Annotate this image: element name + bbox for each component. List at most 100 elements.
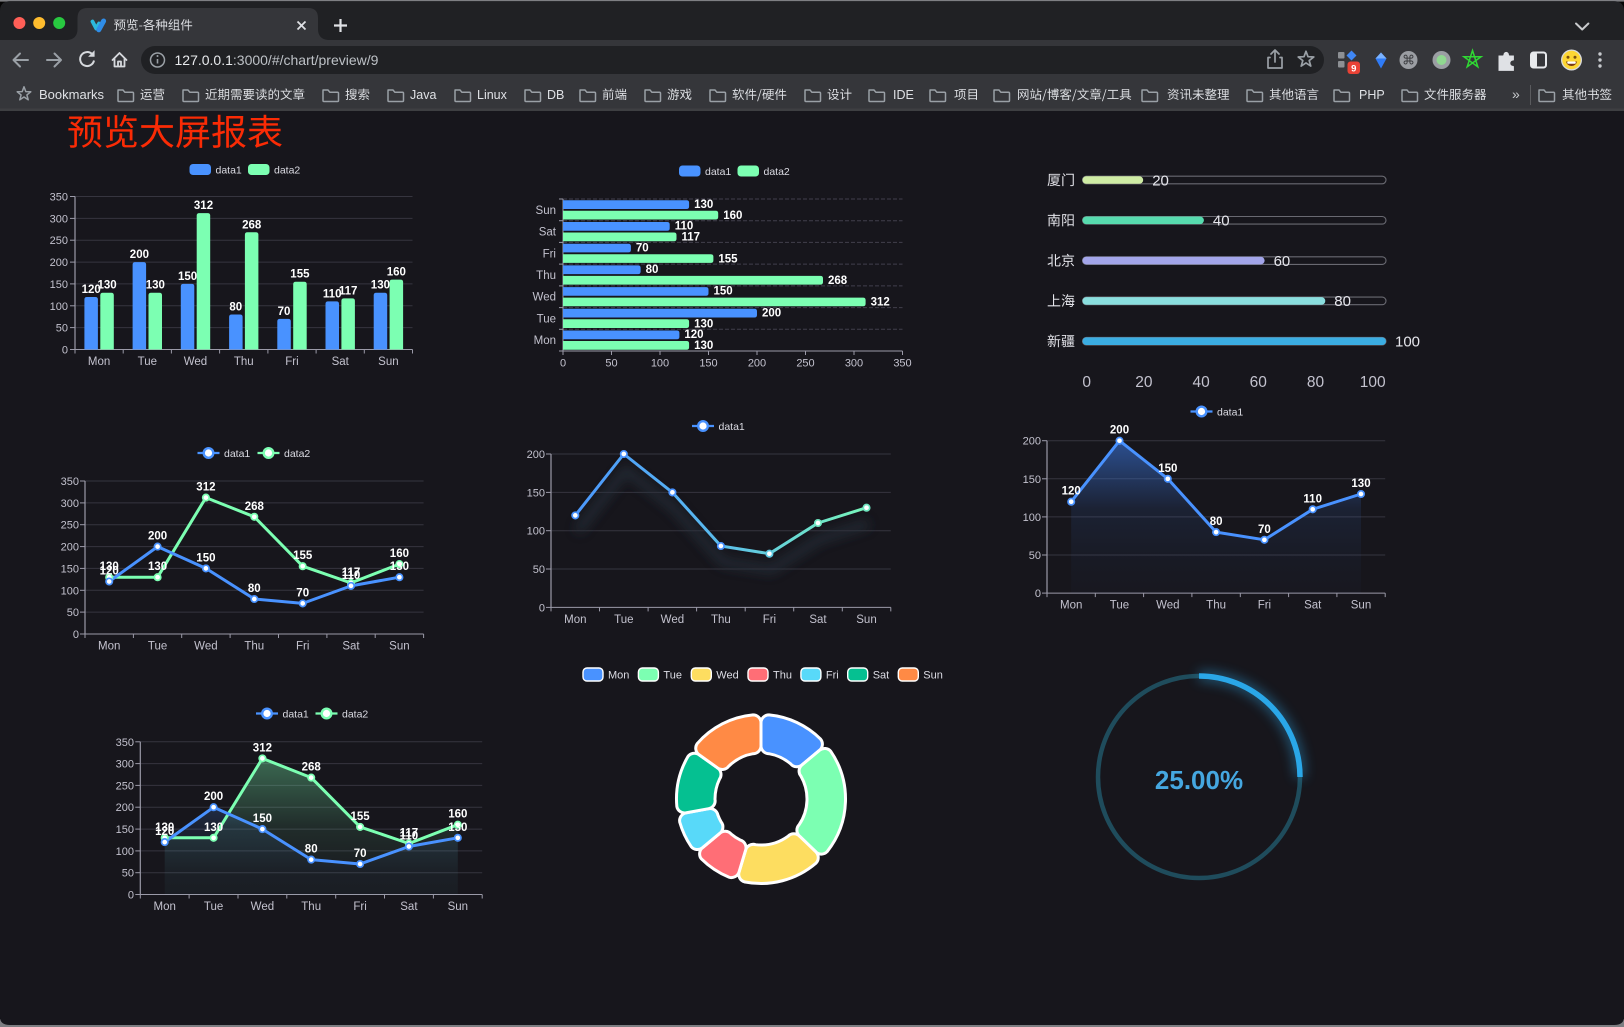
svg-text:Sun: Sun	[378, 356, 398, 368]
svg-text:150: 150	[178, 271, 197, 283]
svg-text:130: 130	[694, 340, 713, 352]
svg-text:70: 70	[278, 306, 291, 318]
svg-text:130: 130	[1351, 478, 1370, 490]
svg-text:Fri: Fri	[285, 356, 298, 368]
svg-text:Sun: Sun	[448, 901, 468, 913]
svg-text:250: 250	[796, 358, 814, 370]
svg-text:70: 70	[354, 848, 367, 860]
svg-text:160: 160	[723, 210, 742, 222]
svg-text:Wed: Wed	[194, 641, 217, 653]
svg-text:40: 40	[1192, 374, 1210, 391]
svg-text:117: 117	[400, 828, 419, 840]
svg-text:Thu: Thu	[301, 901, 321, 913]
svg-text:40: 40	[1213, 213, 1230, 230]
svg-text:100: 100	[1360, 374, 1386, 391]
svg-text:Sun: Sun	[856, 614, 876, 626]
svg-text:data1: data1	[283, 708, 309, 720]
svg-text:Fri: Fri	[296, 641, 309, 653]
svg-text:117: 117	[682, 232, 701, 244]
svg-text:130: 130	[100, 561, 119, 573]
svg-text:150: 150	[699, 358, 717, 370]
svg-text:100: 100	[1023, 512, 1041, 524]
svg-text:Wed: Wed	[716, 670, 738, 682]
svg-text:DB: DB	[547, 88, 564, 102]
svg-text:80: 80	[1307, 374, 1325, 391]
svg-text:150: 150	[116, 824, 134, 836]
svg-text:0: 0	[73, 629, 79, 641]
svg-text:Sat: Sat	[1304, 600, 1322, 612]
svg-text:117: 117	[339, 285, 358, 297]
svg-text:100: 100	[527, 526, 545, 538]
svg-text:350: 350	[116, 737, 134, 749]
svg-text:350: 350	[893, 358, 911, 370]
svg-text:data2: data2	[284, 448, 310, 460]
svg-text:Wed: Wed	[184, 356, 207, 368]
svg-text:110: 110	[1303, 493, 1322, 505]
svg-text:200: 200	[1023, 436, 1041, 448]
svg-text:200: 200	[130, 249, 149, 261]
svg-text:Thu: Thu	[773, 670, 792, 682]
svg-text:Mon: Mon	[534, 335, 556, 347]
svg-text:Sun: Sun	[389, 641, 409, 653]
svg-text:Sat: Sat	[332, 356, 350, 368]
svg-text:300: 300	[845, 358, 863, 370]
svg-text:150: 150	[196, 552, 215, 564]
svg-text:130: 130	[694, 199, 713, 211]
svg-text:Sat: Sat	[539, 227, 557, 239]
svg-text:200: 200	[204, 791, 223, 803]
svg-text:data1: data1	[224, 448, 250, 460]
svg-text:»: »	[1512, 86, 1520, 102]
svg-text:312: 312	[194, 200, 213, 212]
svg-text:155: 155	[293, 550, 313, 562]
svg-text:Sat: Sat	[342, 641, 360, 653]
svg-text:50: 50	[605, 358, 617, 370]
svg-text:150: 150	[1023, 474, 1041, 486]
svg-text:Thu: Thu	[711, 614, 731, 626]
svg-text:200: 200	[762, 307, 781, 319]
svg-text:data1: data1	[1217, 406, 1243, 418]
svg-text:268: 268	[302, 762, 322, 774]
svg-text:150: 150	[1158, 463, 1177, 475]
svg-text:130: 130	[148, 561, 167, 573]
svg-text:150: 150	[253, 813, 272, 825]
svg-text:Wed: Wed	[1156, 600, 1179, 612]
svg-text:150: 150	[50, 279, 68, 291]
svg-text:350: 350	[50, 192, 68, 204]
svg-text:268: 268	[828, 275, 848, 287]
svg-text::3000/#/chart/preview/9: :3000/#/chart/preview/9	[233, 52, 379, 68]
svg-text:0: 0	[128, 890, 134, 902]
svg-text:312: 312	[253, 742, 272, 754]
svg-text:⌘: ⌘	[1402, 53, 1415, 68]
svg-text:Sat: Sat	[400, 901, 418, 913]
svg-text:127.0.0.1: 127.0.0.1	[175, 52, 234, 68]
svg-text:Wed: Wed	[533, 292, 556, 304]
svg-text:130: 130	[694, 318, 713, 330]
svg-text:160: 160	[387, 267, 406, 279]
svg-text:200: 200	[116, 802, 134, 814]
svg-text:Thu: Thu	[244, 641, 264, 653]
svg-text:100: 100	[50, 301, 68, 313]
svg-text:130: 130	[390, 561, 409, 573]
svg-text:300: 300	[50, 213, 68, 225]
svg-text:IDE: IDE	[893, 88, 914, 102]
svg-text:130: 130	[146, 280, 165, 292]
svg-text:130: 130	[98, 280, 117, 292]
svg-text:Mon: Mon	[154, 901, 176, 913]
svg-text:data1: data1	[216, 164, 242, 176]
svg-text:Tue: Tue	[148, 641, 167, 653]
svg-text:25.00%: 25.00%	[1155, 765, 1243, 795]
svg-text:data2: data2	[274, 164, 300, 176]
svg-text:Tue: Tue	[537, 313, 556, 325]
svg-text:Sun: Sun	[536, 205, 556, 217]
svg-text:100: 100	[651, 358, 669, 370]
svg-text:Tue: Tue	[614, 614, 633, 626]
svg-text:Linux: Linux	[477, 88, 508, 102]
svg-text:130: 130	[155, 822, 174, 834]
svg-text:350: 350	[61, 476, 79, 488]
svg-text:Tue: Tue	[204, 901, 223, 913]
svg-text:60: 60	[1274, 253, 1291, 270]
svg-text:70: 70	[1258, 524, 1271, 536]
svg-text:120: 120	[155, 826, 174, 838]
svg-text:Fri: Fri	[1258, 600, 1271, 612]
svg-text:Thu: Thu	[234, 356, 254, 368]
